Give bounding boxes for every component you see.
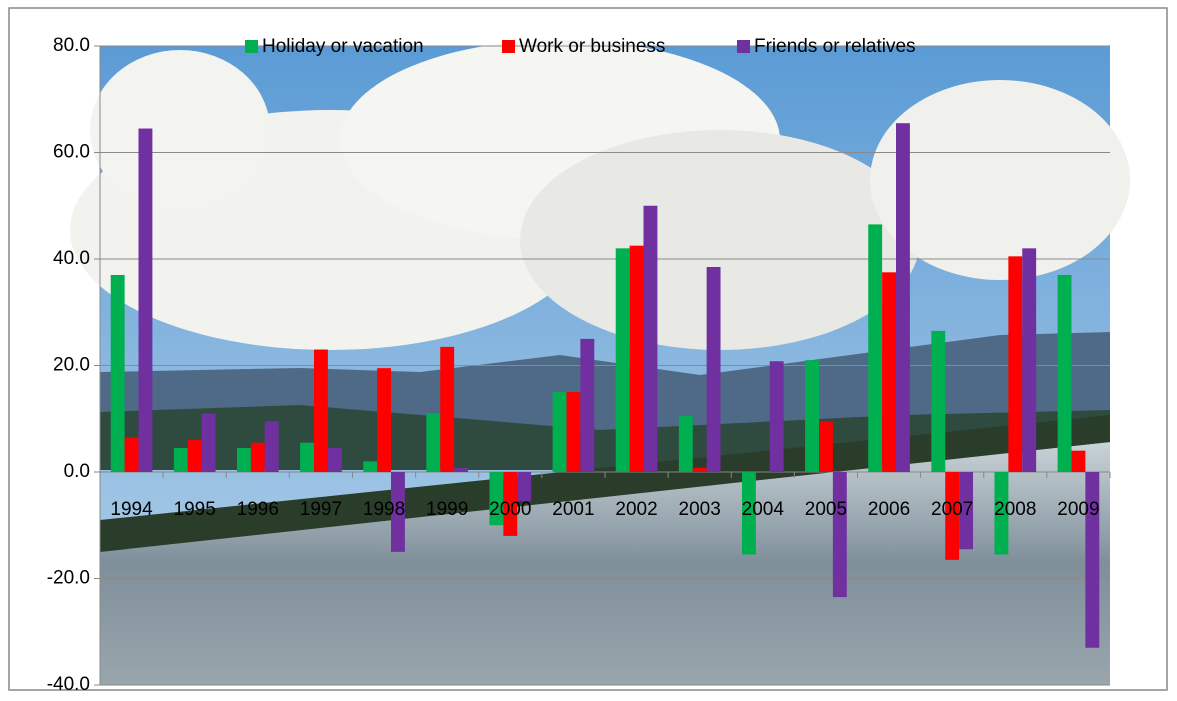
x-tick-label: 2008	[994, 499, 1036, 520]
bar	[489, 472, 504, 526]
bar	[454, 467, 469, 472]
bar	[250, 442, 265, 472]
bar	[580, 338, 595, 472]
x-tick-label: 1996	[237, 499, 279, 520]
y-tick-label: -20.0	[47, 568, 90, 589]
bar	[138, 128, 153, 472]
x-tick-label: 1995	[174, 499, 216, 520]
x-tick-label: 1999	[426, 499, 468, 520]
bar	[391, 472, 405, 552]
bar	[678, 416, 693, 472]
x-tick-label: 1998	[363, 499, 405, 520]
y-tick-label: 60.0	[53, 142, 90, 163]
bar	[959, 472, 974, 550]
bar	[818, 421, 833, 472]
bar	[327, 448, 342, 472]
bar	[363, 461, 378, 472]
x-tick-label: 2006	[868, 499, 910, 520]
bar	[882, 272, 897, 472]
bar	[805, 360, 819, 472]
bar	[1085, 472, 1100, 648]
x-tick-label: 2005	[805, 499, 847, 520]
y-tick-label: 40.0	[53, 248, 90, 269]
legend-swatch	[737, 40, 750, 53]
x-tick-label: 2007	[931, 499, 973, 520]
y-tick-label: 20.0	[53, 355, 90, 376]
bar	[1071, 450, 1086, 472]
bar	[1008, 256, 1023, 472]
bar	[313, 349, 328, 472]
legend-swatch	[502, 40, 515, 53]
bar	[629, 245, 644, 472]
bar	[832, 472, 847, 598]
bar	[741, 472, 756, 555]
bar	[110, 274, 125, 472]
bar	[264, 421, 279, 472]
bar	[615, 248, 630, 472]
bar	[566, 392, 581, 472]
bar	[868, 224, 883, 472]
bar	[1022, 248, 1037, 472]
bar	[173, 448, 188, 472]
bar	[692, 467, 707, 472]
bar	[552, 392, 567, 472]
legend-label: Friends or relatives	[754, 36, 916, 57]
bar	[503, 472, 518, 536]
bar	[124, 437, 139, 472]
bar	[706, 266, 721, 472]
x-tick-label: 2009	[1057, 499, 1099, 520]
background-photo	[70, 40, 1130, 685]
legend-swatch	[245, 40, 258, 53]
bar	[931, 330, 946, 472]
bar	[517, 472, 532, 502]
y-tick-label: 0.0	[64, 461, 90, 482]
x-tick-label: 2003	[679, 499, 721, 520]
bar	[945, 472, 960, 560]
bar	[300, 442, 314, 472]
x-tick-label: 1994	[110, 499, 153, 520]
bar	[1057, 274, 1072, 472]
bars	[110, 123, 1100, 648]
x-tick-label: 2001	[552, 499, 594, 520]
legend-label: Holiday or vacation	[262, 36, 424, 57]
bar	[440, 346, 455, 472]
bar	[236, 448, 251, 472]
y-tick-label: 80.0	[53, 35, 90, 56]
x-tick-label: 2004	[742, 499, 785, 520]
bar	[994, 472, 1009, 555]
x-tick-label: 2002	[615, 499, 657, 520]
y-tick-label: -40.0	[47, 674, 90, 695]
legend-label: Work or business	[519, 36, 665, 57]
x-tick-label: 2000	[489, 499, 531, 520]
bar	[643, 205, 658, 472]
bar	[187, 440, 202, 472]
labels: -40.0 -20.0 0.0 20.0 40.0 60.0 80.0 1994 1995 199…	[47, 35, 1100, 695]
bar	[201, 413, 216, 472]
x-tick-label: 1997	[300, 499, 342, 520]
bar	[377, 368, 392, 472]
bar	[896, 123, 910, 473]
bar	[426, 413, 441, 472]
bar	[769, 361, 784, 472]
